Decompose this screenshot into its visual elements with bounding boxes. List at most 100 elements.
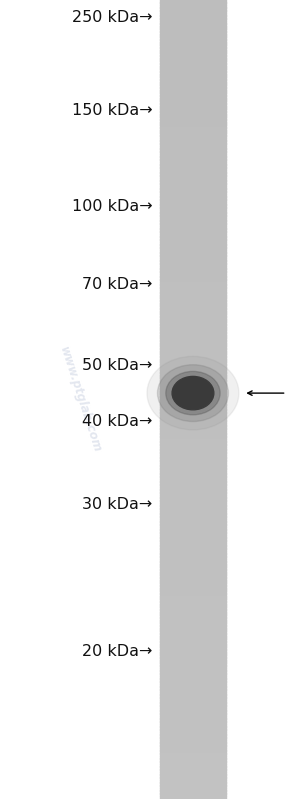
Text: 70 kDa→: 70 kDa→ — [82, 277, 153, 292]
Bar — [160, 225, 226, 229]
Bar — [160, 177, 226, 181]
Bar — [160, 165, 226, 168]
Bar — [160, 213, 226, 216]
Bar — [160, 718, 226, 721]
Ellipse shape — [166, 372, 220, 415]
Bar — [160, 161, 226, 165]
Bar — [160, 463, 226, 466]
Bar — [160, 425, 226, 429]
Bar — [160, 5, 226, 8]
Bar — [160, 289, 226, 293]
Bar — [160, 268, 226, 272]
Bar — [160, 630, 226, 634]
Bar — [160, 409, 226, 413]
Bar — [160, 263, 226, 266]
Bar — [160, 297, 226, 301]
Bar — [160, 201, 226, 205]
Bar — [160, 702, 226, 706]
Bar — [160, 404, 226, 407]
Bar — [160, 351, 226, 354]
Bar — [160, 548, 226, 551]
Bar — [160, 724, 226, 727]
Bar — [160, 452, 226, 455]
Bar — [160, 505, 226, 509]
Bar — [160, 617, 226, 621]
Bar — [160, 233, 226, 237]
Bar — [160, 191, 226, 194]
Bar — [160, 574, 226, 578]
Bar — [160, 439, 226, 442]
Bar — [160, 697, 226, 701]
Text: 250 kDa→: 250 kDa→ — [72, 10, 153, 25]
Bar — [160, 441, 226, 445]
Ellipse shape — [158, 364, 228, 422]
Bar — [160, 761, 226, 765]
Bar — [160, 159, 226, 162]
Bar — [160, 271, 226, 274]
Bar — [160, 484, 226, 487]
Bar — [160, 393, 226, 397]
Bar — [160, 556, 226, 559]
Bar — [160, 311, 226, 314]
Bar — [160, 582, 226, 586]
Bar — [160, 444, 226, 447]
Bar — [160, 407, 226, 410]
Bar — [160, 606, 226, 610]
Bar — [160, 87, 226, 90]
Bar — [160, 535, 226, 538]
Bar — [160, 287, 226, 290]
Bar — [160, 726, 226, 729]
Bar — [160, 279, 226, 282]
Bar — [160, 566, 226, 570]
Bar — [160, 532, 226, 535]
Bar — [160, 540, 226, 543]
Bar — [160, 324, 226, 328]
Bar — [160, 353, 226, 357]
Bar — [160, 229, 226, 232]
Bar — [160, 295, 226, 298]
Ellipse shape — [172, 376, 214, 410]
Bar — [160, 305, 226, 309]
Bar — [160, 604, 226, 607]
Bar — [160, 89, 226, 93]
Bar — [160, 769, 226, 773]
Bar — [160, 737, 226, 741]
Bar — [160, 137, 226, 141]
Bar — [160, 772, 226, 775]
Bar — [160, 39, 226, 42]
Bar — [160, 308, 226, 312]
Bar — [160, 31, 226, 34]
Bar — [160, 622, 226, 626]
Bar — [160, 646, 226, 650]
Bar — [160, 391, 226, 394]
Bar — [160, 205, 226, 208]
Bar — [160, 284, 226, 288]
Bar — [160, 74, 226, 78]
Bar — [160, 335, 226, 338]
Bar — [160, 127, 226, 130]
Bar — [160, 77, 226, 80]
Bar — [160, 340, 226, 344]
Bar — [160, 764, 226, 767]
Bar — [160, 580, 226, 583]
Bar — [160, 689, 226, 693]
Bar — [160, 359, 226, 362]
Bar — [160, 169, 226, 173]
Text: 150 kDa→: 150 kDa→ — [72, 103, 153, 117]
Bar — [160, 740, 226, 743]
Bar — [160, 361, 226, 365]
Bar — [160, 559, 226, 562]
Bar — [160, 241, 226, 245]
Bar — [160, 598, 226, 602]
Bar — [160, 593, 226, 597]
Bar — [160, 588, 226, 591]
Bar — [160, 332, 226, 336]
Bar — [160, 97, 226, 101]
Bar — [160, 652, 226, 655]
Bar — [160, 684, 226, 687]
Bar — [160, 716, 226, 719]
Bar — [160, 380, 226, 384]
Bar — [160, 385, 226, 389]
Bar — [160, 465, 226, 469]
Bar — [160, 45, 226, 48]
